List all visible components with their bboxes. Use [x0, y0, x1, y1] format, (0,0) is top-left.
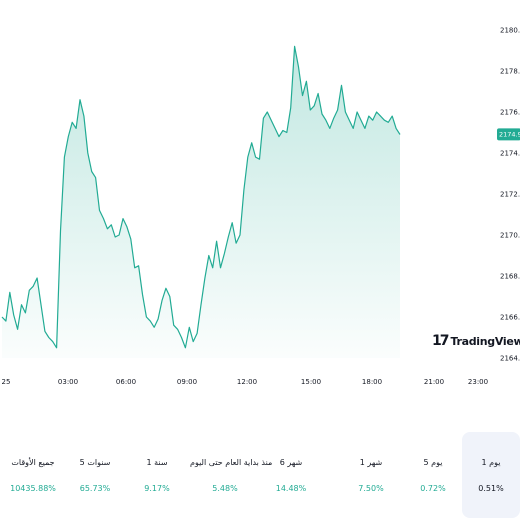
period-label: جميع الأوقات — [11, 458, 55, 467]
period-change: 9.17% — [144, 484, 170, 493]
period-5-years[interactable]: 5 سنوات 65.73% — [66, 432, 124, 518]
tradingview-logo-icon: 17 — [432, 333, 450, 349]
period-change: 7.50% — [358, 484, 384, 493]
period-all-time[interactable]: جميع الأوقات 10435.88% — [4, 432, 62, 518]
y-tick-label: 2166.00 — [500, 314, 520, 322]
price-chart[interactable]: 2180.00 2178.00 2176.00 2174.00 2172.00 2170.… — [0, 0, 520, 400]
last-price-label: 2174.91 — [499, 131, 520, 139]
period-1-year[interactable]: 1 سنة 9.17% — [128, 432, 186, 518]
y-tick-label: 2180.00 — [500, 27, 520, 35]
x-tick-label: 09:00 — [177, 378, 197, 386]
period-change: 5.48% — [212, 484, 238, 493]
tradingview-logo[interactable]: 17 TradingView — [432, 333, 520, 349]
period-change: 65.73% — [79, 484, 111, 493]
last-price-badge — [497, 128, 520, 141]
tradingview-logo-text: TradingView — [450, 334, 520, 348]
y-tick-label: 2168.00 — [500, 273, 520, 281]
period-1-month[interactable]: 1 شهر 7.50% — [342, 432, 400, 518]
price-area-fill — [2, 46, 400, 359]
period-label: 1 يوم — [481, 458, 501, 467]
period-label: 5 يوم — [423, 458, 443, 467]
y-tick-label: 2174.00 — [500, 150, 520, 158]
period-1-day[interactable]: 1 يوم 0.51% — [462, 432, 520, 518]
period-5-days[interactable]: 5 يوم 0.72% — [404, 432, 462, 518]
period-label: 1 شهر — [359, 458, 383, 467]
x-tick-label: 21:00 — [424, 378, 444, 386]
period-label: 6 شهر — [279, 458, 303, 467]
x-tick-label: 25 — [2, 378, 11, 386]
period-change: 0.72% — [420, 484, 446, 493]
period-label: منذ بداية العام حتى اليوم — [190, 458, 273, 467]
x-tick-label: 12:00 — [237, 378, 257, 386]
performance-periods: جميع الأوقات 10435.88% 5 سنوات 65.73% 1 … — [0, 432, 520, 518]
period-change: 14.48% — [275, 484, 307, 493]
x-tick-label: 23:00 — [468, 378, 488, 386]
x-tick-label: 18:00 — [362, 378, 382, 386]
y-tick-label: 2172.00 — [500, 191, 520, 199]
y-tick-label: 2178.00 — [500, 68, 520, 76]
period-ytd[interactable]: منذ بداية العام حتى اليوم 5.48% — [190, 432, 273, 518]
y-tick-label: 2170.00 — [500, 232, 520, 240]
x-tick-label: 15:00 — [301, 378, 321, 386]
y-tick-label: 2164.00 — [500, 355, 520, 363]
price-line — [1, 45, 401, 349]
x-tick-label: 03:00 — [58, 378, 78, 386]
period-change: 10435.88% — [10, 484, 56, 493]
period-label: 1 سنة — [146, 458, 168, 467]
y-tick-label: 2176.00 — [500, 109, 520, 117]
period-change: 0.51% — [478, 484, 504, 493]
period-label: 5 سنوات — [79, 458, 111, 467]
x-tick-label: 06:00 — [116, 378, 136, 386]
period-6-months[interactable]: 6 شهر 14.48% — [262, 432, 320, 518]
